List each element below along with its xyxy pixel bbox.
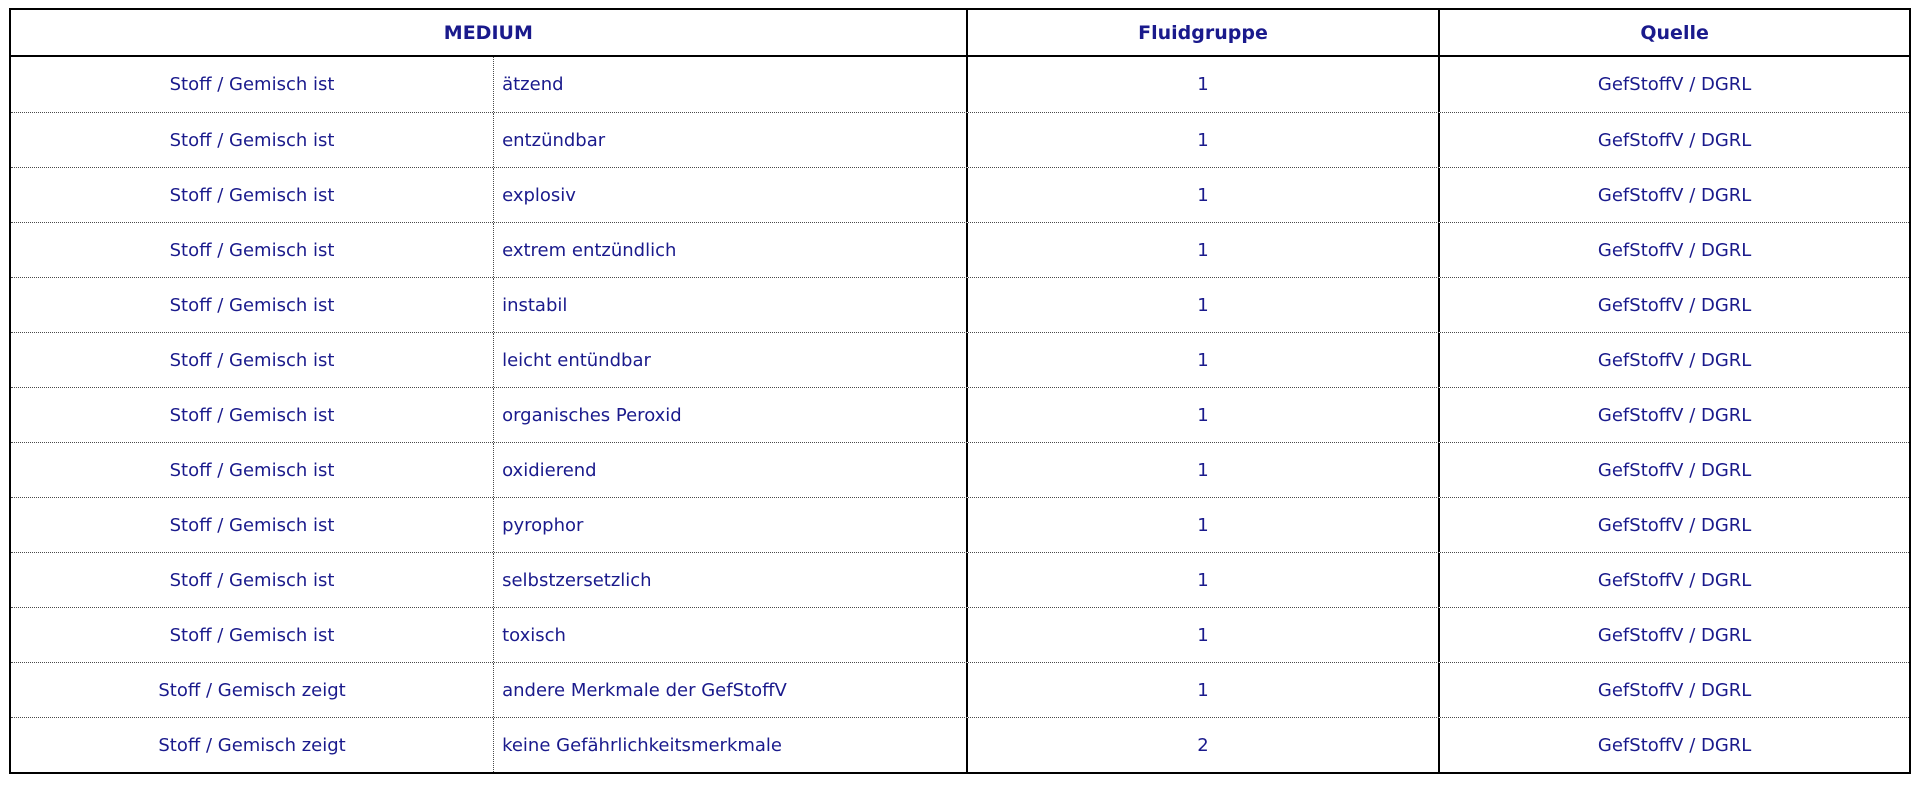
table-row: Stoff / Gemisch ist explosiv 1 GefStoffV… <box>11 167 1909 222</box>
fluidgruppe-cell: 1 <box>965 608 1439 662</box>
medium-subject-cell: Stoff / Gemisch ist <box>169 624 335 646</box>
medium-property-cell: explosiv <box>493 168 966 222</box>
table-row: Stoff / Gemisch ist organisches Peroxid … <box>11 387 1909 442</box>
fluidgruppe-cell: 1 <box>965 553 1439 607</box>
quelle-cell: GefStoffV / DGRL <box>1438 333 1909 387</box>
fluidgruppe-cell: 1 <box>965 663 1439 717</box>
header-fluidgruppe: Fluidgruppe <box>965 10 1439 55</box>
medium-subject-cell: Stoff / Gemisch ist <box>169 514 335 536</box>
fluidgruppe-cell: 1 <box>965 443 1439 497</box>
fluidgruppe-cell: 2 <box>965 718 1439 772</box>
medium-subject-cell: Stoff / Gemisch ist <box>169 349 335 371</box>
medium-property-cell: oxidierend <box>493 443 966 497</box>
medium-subject-cell: Stoff / Gemisch ist <box>169 129 335 151</box>
medium-subject-cell: Stoff / Gemisch ist <box>169 569 335 591</box>
quelle-cell: GefStoffV / DGRL <box>1438 718 1909 772</box>
medium-subject-cell: Stoff / Gemisch zeigt <box>158 734 346 756</box>
quelle-cell: GefStoffV / DGRL <box>1438 663 1909 717</box>
table-header-row: MEDIUM Fluidgruppe Quelle <box>11 10 1909 57</box>
medium-property-cell: extrem entzündlich <box>493 223 966 277</box>
quelle-cell: GefStoffV / DGRL <box>1438 57 1909 112</box>
quelle-cell: GefStoffV / DGRL <box>1438 223 1909 277</box>
medium-property-cell: pyrophor <box>493 498 966 552</box>
medium-subject-cell: Stoff / Gemisch ist <box>169 184 335 206</box>
fluidgruppe-cell: 1 <box>965 113 1439 167</box>
medium-subject-cell: Stoff / Gemisch zeigt <box>158 679 346 701</box>
table-row: Stoff / Gemisch ist extrem entzündlich 1… <box>11 222 1909 277</box>
table-row: Stoff / Gemisch ist toxisch 1 GefStoffV … <box>11 607 1909 662</box>
quelle-cell: GefStoffV / DGRL <box>1438 553 1909 607</box>
table-row: Stoff / Gemisch ist pyrophor 1 GefStoffV… <box>11 497 1909 552</box>
medium-property-cell: selbstzersetzlich <box>493 553 966 607</box>
quelle-cell: GefStoffV / DGRL <box>1438 113 1909 167</box>
medium-property-cell: ätzend <box>493 57 966 112</box>
medium-subject-cell: Stoff / Gemisch ist <box>169 74 335 95</box>
quelle-cell: GefStoffV / DGRL <box>1438 608 1909 662</box>
fluidgruppe-cell: 1 <box>965 388 1439 442</box>
fluidgruppe-cell: 1 <box>965 498 1439 552</box>
quelle-cell: GefStoffV / DGRL <box>1438 278 1909 332</box>
quelle-cell: GefStoffV / DGRL <box>1438 388 1909 442</box>
medium-property-cell: organisches Peroxid <box>493 388 966 442</box>
table-row: Stoff / Gemisch ist leicht entündbar 1 G… <box>11 332 1909 387</box>
medium-property-cell: entzündbar <box>493 113 966 167</box>
table-row: Stoff / Gemisch ist instabil 1 GefStoffV… <box>11 277 1909 332</box>
medium-subject-cell: Stoff / Gemisch ist <box>169 404 335 426</box>
medium-property-cell: keine Gefährlichkeitsmerkmale <box>493 718 966 772</box>
table-body: Stoff / Gemisch ist ätzend 1 GefStoffV /… <box>11 57 1909 772</box>
fluidgruppe-cell: 1 <box>965 57 1439 112</box>
table-row: Stoff / Gemisch ist ätzend 1 GefStoffV /… <box>11 57 1909 112</box>
table-row: Stoff / Gemisch ist entzündbar 1 GefStof… <box>11 112 1909 167</box>
medium-property-cell: andere Merkmale der GefStoffV <box>493 663 966 717</box>
quelle-cell: GefStoffV / DGRL <box>1438 443 1909 497</box>
table-row: Stoff / Gemisch ist oxidierend 1 GefStof… <box>11 442 1909 497</box>
quelle-cell: GefStoffV / DGRL <box>1438 168 1909 222</box>
medium-property-cell: instabil <box>493 278 966 332</box>
table-row: Stoff / Gemisch zeigt keine Gefährlichke… <box>11 717 1909 772</box>
fluidgruppe-cell: 1 <box>965 278 1439 332</box>
fluidgruppe-cell: 1 <box>965 223 1439 277</box>
header-medium: MEDIUM <box>443 21 533 44</box>
header-quelle: Quelle <box>1438 10 1909 55</box>
medium-subject-cell: Stoff / Gemisch ist <box>169 294 335 316</box>
medium-property-cell: toxisch <box>493 608 966 662</box>
fluidgruppe-cell: 1 <box>965 168 1439 222</box>
fluidgruppe-cell: 1 <box>965 333 1439 387</box>
medium-property-cell: leicht entündbar <box>493 333 966 387</box>
medium-subject-cell: Stoff / Gemisch ist <box>169 239 335 261</box>
table-row: Stoff / Gemisch zeigt andere Merkmale de… <box>11 662 1909 717</box>
quelle-cell: GefStoffV / DGRL <box>1438 498 1909 552</box>
medium-subject-cell: Stoff / Gemisch ist <box>169 459 335 481</box>
table-row: Stoff / Gemisch ist selbstzersetzlich 1 … <box>11 552 1909 607</box>
fluid-group-classification-table: MEDIUM Fluidgruppe Quelle Stoff / Gemisc… <box>9 8 1911 774</box>
